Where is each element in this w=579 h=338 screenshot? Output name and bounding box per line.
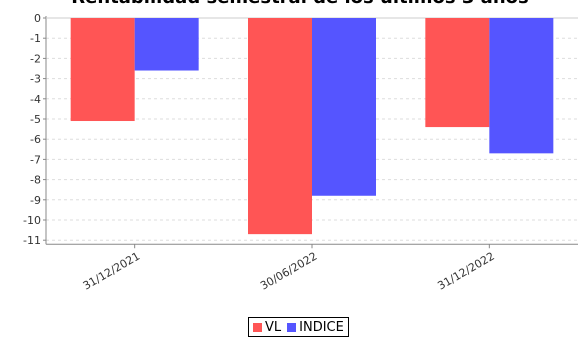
x-tick-label: 30/06/2022 bbox=[258, 250, 319, 293]
bar-indice-1 bbox=[312, 18, 376, 196]
legend-swatch bbox=[253, 322, 262, 332]
y-tick-label: -2 bbox=[30, 52, 41, 65]
y-tick-label: -5 bbox=[30, 113, 41, 126]
y-tick-label: -4 bbox=[30, 93, 41, 106]
legend-label: VL bbox=[265, 319, 282, 335]
y-tick-label: -9 bbox=[30, 194, 41, 207]
y-tick-label: -11 bbox=[23, 234, 41, 247]
y-tick-label: -7 bbox=[30, 153, 41, 166]
bars bbox=[70, 18, 554, 235]
chart-title: Rentabilidad semestral de los últimos 3 … bbox=[71, 0, 528, 8]
legend-label: INDICE bbox=[299, 319, 344, 335]
y-tick-label: -8 bbox=[30, 174, 41, 187]
chart-legend: VL INDICE bbox=[248, 317, 349, 337]
y-tick-label: 0 bbox=[34, 12, 41, 25]
bar-vl-1 bbox=[248, 18, 312, 235]
x-tick-label: 31/12/2022 bbox=[435, 250, 496, 293]
legend-item-vl: VL bbox=[253, 320, 281, 335]
bar-vl-2 bbox=[425, 18, 490, 128]
y-tick-label: -10 bbox=[23, 214, 41, 227]
x-tick-label: 31/12/2021 bbox=[81, 250, 142, 293]
legend-swatch bbox=[287, 322, 297, 332]
bar-indice-0 bbox=[134, 18, 199, 71]
y-tick-label: -3 bbox=[30, 73, 41, 86]
y-tick-label: -6 bbox=[30, 133, 41, 146]
bar-vl-0 bbox=[70, 18, 135, 122]
bar-indice-2 bbox=[489, 18, 554, 154]
legend-item-indice: INDICE bbox=[287, 320, 344, 335]
y-tick-label: -1 bbox=[30, 32, 41, 45]
